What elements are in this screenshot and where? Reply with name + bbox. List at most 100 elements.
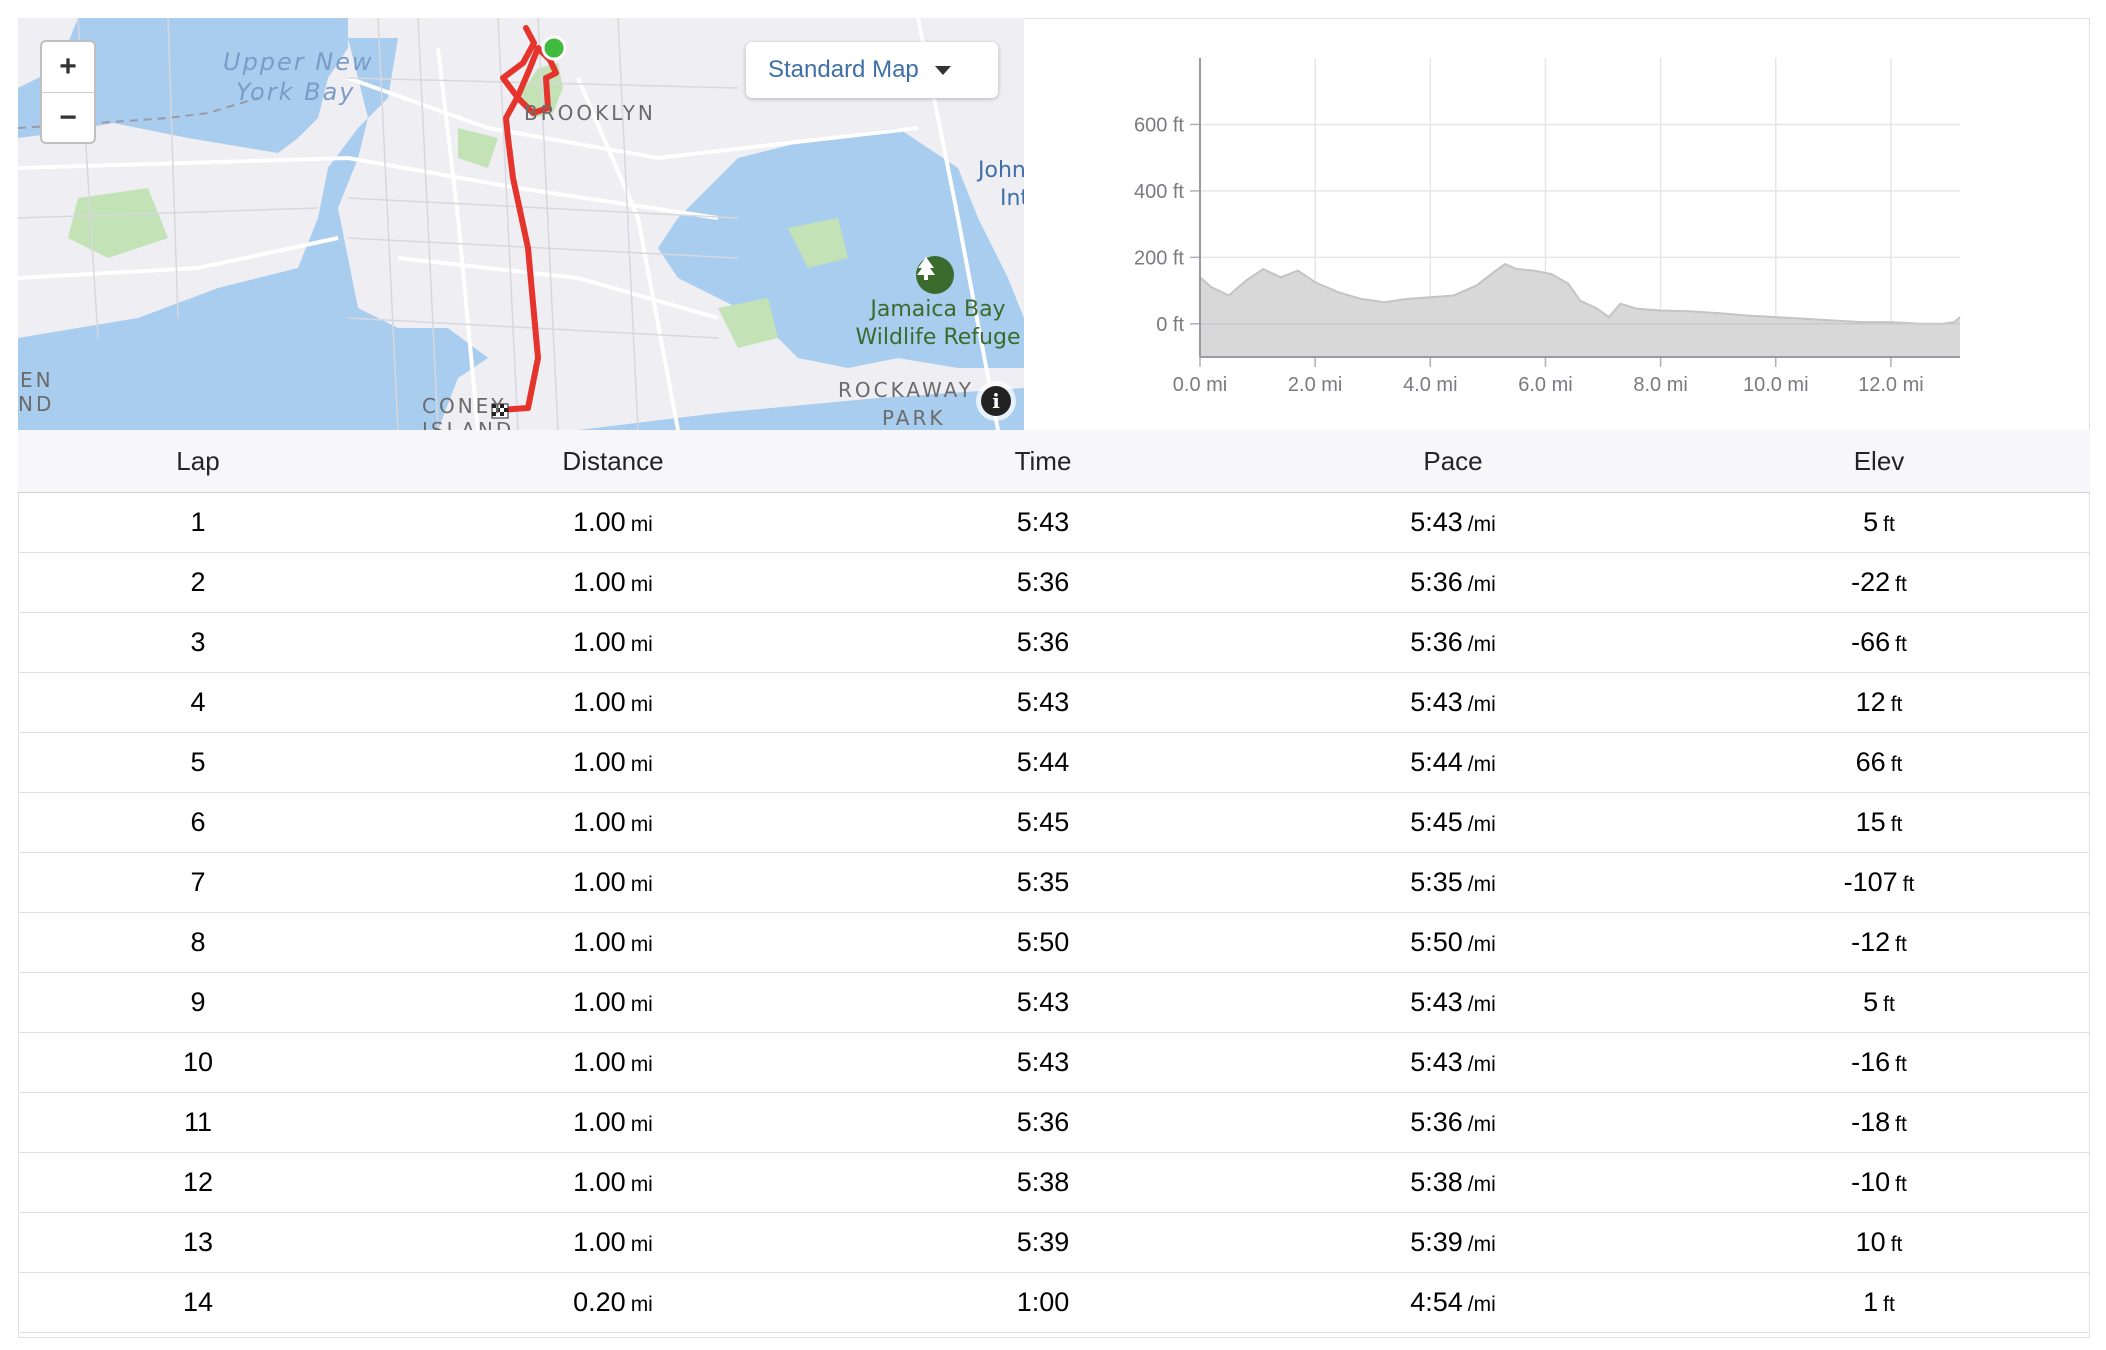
elevation-area [1200, 264, 1960, 357]
cell-time: 5:36 [848, 552, 1238, 613]
cell-pace: 5:45/mi [1238, 792, 1668, 853]
distance-value: 1.00 [573, 867, 626, 897]
cell-distance: 1.00 mi [378, 792, 848, 853]
elev-value: 5 [1863, 987, 1879, 1017]
table-row[interactable]: 9 1.00 mi 5:43 5:43/mi 5 ft [18, 972, 2090, 1033]
cell-pace: 5:36/mi [1238, 1092, 1668, 1153]
table-row[interactable]: 5 1.00 mi 5:44 5:44/mi 66 ft [18, 732, 2090, 793]
cell-pace: 5:43/mi [1238, 492, 1668, 553]
map-park-staten [68, 188, 168, 258]
distance-value: 1.00 [573, 687, 626, 717]
elev-unit: ft [1883, 1293, 1895, 1316]
elev-value: -66 [1851, 627, 1891, 657]
header-distance[interactable]: Distance [378, 430, 848, 493]
map-type-dropdown[interactable]: Standard Map [746, 42, 998, 98]
cell-lap: 11 [18, 1092, 378, 1153]
header-elev[interactable]: Elev [1668, 430, 2090, 493]
table-row[interactable]: 11 1.00 mi 5:36 5:36/mi -18 ft [18, 1092, 2090, 1153]
elev-value: -16 [1851, 1047, 1891, 1077]
route-map[interactable]: + − Standard Map Upper New York Bay BROO… [18, 18, 1024, 430]
distance-unit: mi [630, 1293, 653, 1316]
table-row[interactable]: 6 1.00 mi 5:45 5:45/mi 15 ft [18, 792, 2090, 853]
pace-unit: /mi [1467, 753, 1496, 776]
x-tick-label: 6.0 mi [1518, 374, 1572, 396]
cell-distance: 1.00 mi [378, 732, 848, 793]
cell-distance: 1.00 mi [378, 552, 848, 613]
map-label-upper: Upper New [223, 48, 374, 76]
elev-unit: ft [1890, 693, 1903, 716]
elev-unit: ft [1883, 993, 1895, 1016]
cell-elev: 10 ft [1668, 1212, 2090, 1273]
table-row[interactable]: 14 0.20 mi 1:00 4:54/mi 1 ft [18, 1272, 2090, 1333]
lap-number: 10 [182, 1047, 214, 1077]
cell-lap: 2 [18, 552, 378, 613]
cell-time: 5:36 [848, 612, 1238, 673]
lap-number: 13 [182, 1227, 214, 1257]
chart-y-tick-labels: 600 ft 400 ft 200 ft 0 ft [1134, 114, 1184, 335]
x-tick-label: 12.0 mi [1858, 374, 1924, 396]
map-streets [18, 18, 739, 430]
header-pace[interactable]: Pace [1238, 430, 1668, 493]
cell-time: 5:43 [848, 972, 1238, 1033]
table-row[interactable]: 4 1.00 mi 5:43 5:43/mi 12 ft [18, 672, 2090, 733]
distance-value: 1.00 [573, 1167, 626, 1197]
table-row[interactable]: 7 1.00 mi 5:35 5:35/mi -107 ft [18, 852, 2090, 913]
distance-value: 1.00 [573, 987, 626, 1017]
table-row[interactable]: 3 1.00 mi 5:36 5:36/mi -66 ft [18, 612, 2090, 673]
distance-value: 1.00 [573, 807, 626, 837]
distance-unit: mi [630, 1173, 653, 1196]
table-row[interactable]: 1 1.00 mi 5:43 5:43/mi 5 ft [18, 492, 2090, 553]
header-time[interactable]: Time [848, 430, 1238, 493]
elev-unit: ft [1890, 813, 1903, 836]
cell-pace: 5:38/mi [1238, 1152, 1668, 1213]
distance-value: 1.00 [573, 627, 626, 657]
elevation-chart: 600 ft 400 ft 200 ft 0 ft 0.0 mi 2.0 mi 4.0 m… [1134, 58, 1961, 396]
zoom-out-button[interactable]: − [42, 92, 94, 143]
info-icon[interactable]: i [981, 386, 1011, 416]
table-row[interactable]: 13 1.00 mi 5:39 5:39/mi 10 ft [18, 1212, 2090, 1273]
pace-value: 5:36 [1410, 1107, 1463, 1137]
lap-number: 2 [190, 567, 206, 597]
table-row[interactable]: 10 1.00 mi 5:43 5:43/mi -16 ft [18, 1032, 2090, 1093]
elev-unit: ft [1895, 933, 1907, 956]
cell-lap: 14 [18, 1272, 378, 1333]
cell-lap: 4 [18, 672, 378, 733]
distance-value: 1.00 [573, 747, 626, 777]
elev-value: -107 [1843, 867, 1898, 897]
pace-value: 5:45 [1410, 807, 1463, 837]
route-start-marker [541, 35, 567, 61]
elev-unit: ft [1895, 573, 1907, 596]
table-header-row: Lap Distance Time Pace Elev [18, 430, 2090, 493]
cell-elev: -10 ft [1668, 1152, 2090, 1213]
table-row[interactable]: 12 1.00 mi 5:38 5:38/mi -10 ft [18, 1152, 2090, 1213]
map-label-brooklyn: BROOKLYN [524, 101, 656, 125]
chart-axes [1190, 58, 1960, 367]
header-lap[interactable]: Lap [18, 430, 378, 493]
cell-distance: 1.00 mi [378, 1092, 848, 1153]
x-tick-label: 10.0 mi [1743, 374, 1809, 396]
cell-elev: 5 ft [1668, 492, 2090, 553]
cell-pace: 5:44/mi [1238, 732, 1668, 793]
pace-value: 5:43 [1410, 1047, 1463, 1077]
time-value: 5:43 [1016, 507, 1070, 537]
cell-pace: 5:43/mi [1238, 1032, 1668, 1093]
time-value: 5:38 [1016, 1167, 1070, 1197]
cell-lap: 9 [18, 972, 378, 1033]
chart-area-layer [1199, 262, 1961, 357]
map-label-nd: ND [18, 392, 55, 416]
table-row[interactable]: 8 1.00 mi 5:50 5:50/mi -12 ft [18, 912, 2090, 973]
lap-number: 6 [190, 807, 206, 837]
map-type-label: Standard Map [768, 56, 919, 83]
pace-value: 5:50 [1410, 927, 1463, 957]
distance-value: 1.00 [573, 507, 626, 537]
elev-value: -22 [1851, 567, 1891, 597]
distance-value: 1.00 [573, 1047, 626, 1077]
cell-time: 5:35 [848, 852, 1238, 913]
table-row[interactable]: 2 1.00 mi 5:36 5:36/mi -22 ft [18, 552, 2090, 613]
pace-value: 5:43 [1410, 507, 1463, 537]
map-water-lower-bay [18, 38, 488, 430]
elev-unit: ft [1895, 1053, 1907, 1076]
elev-value: -12 [1851, 927, 1891, 957]
cell-pace: 5:35/mi [1238, 852, 1668, 913]
zoom-in-button[interactable]: + [59, 50, 77, 83]
